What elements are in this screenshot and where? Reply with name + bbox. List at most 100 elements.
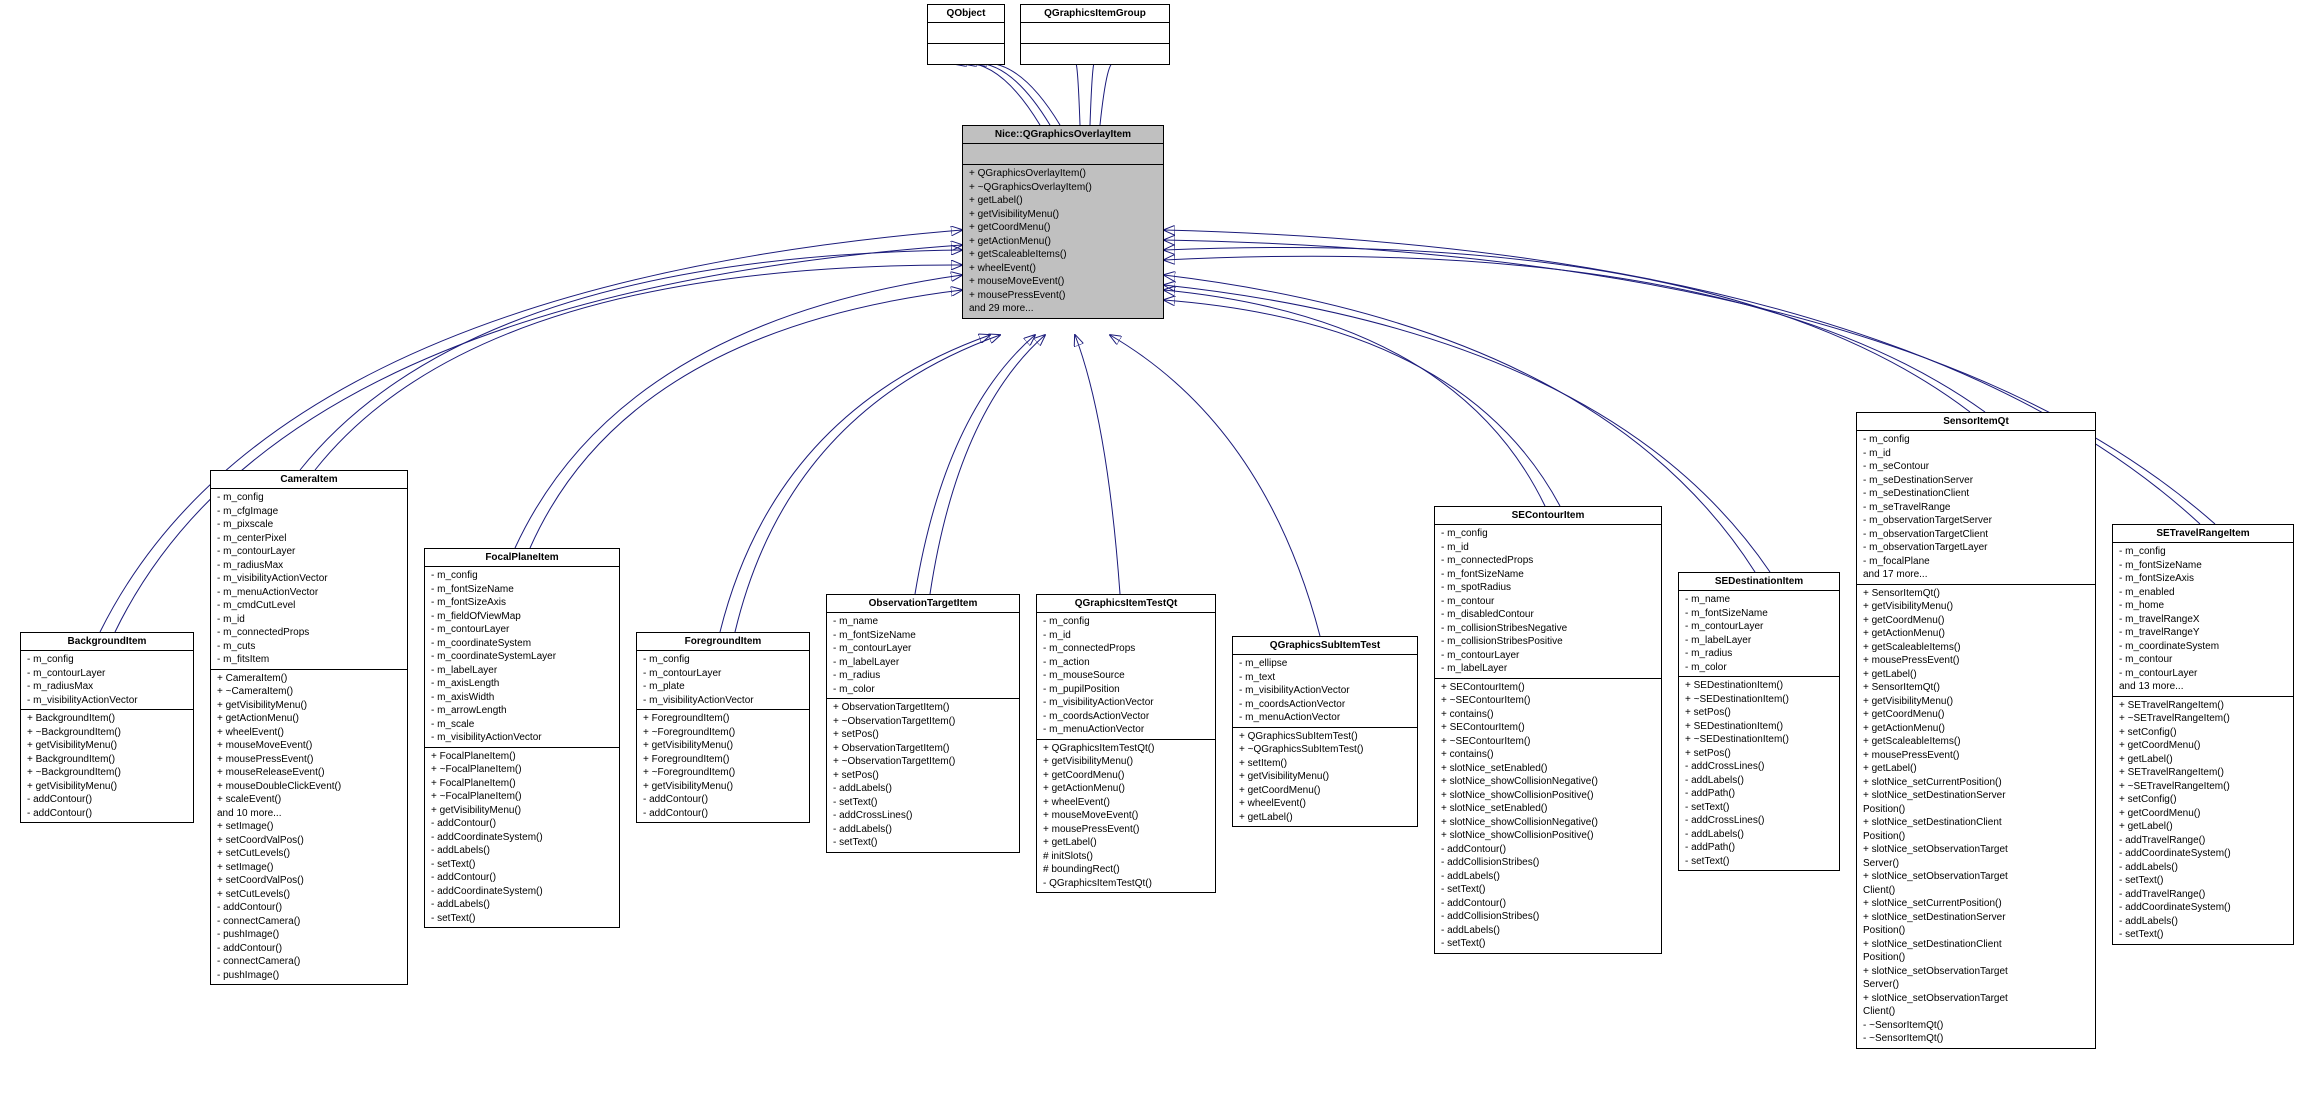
inheritance-edge — [530, 290, 962, 548]
op-line: - setText() — [2119, 874, 2287, 888]
op-line: + ForegroundItem() — [643, 712, 803, 726]
op-line: + mouseDoubleClickEvent() — [217, 780, 401, 794]
op-line: - addLabels() — [1441, 870, 1655, 884]
op-line: - addLabels() — [1685, 828, 1833, 842]
op-line: - setText() — [431, 912, 613, 926]
op-line: + slotNice_setObservationTarget — [1863, 843, 2089, 857]
class-attributes: - m_ellipse- m_text- m_visibilityActionV… — [1233, 655, 1417, 728]
attr-line: - m_cmdCutLevel — [217, 599, 401, 613]
attr-line: - m_coordinateSystem — [431, 637, 613, 651]
op-line: Position() — [1863, 951, 2089, 965]
op-line: - setText() — [833, 796, 1013, 810]
op-line: + wheelEvent() — [1043, 796, 1209, 810]
op-line: - connectCamera() — [217, 915, 401, 929]
class-attributes: - m_config- m_contourLayer- m_plate- m_v… — [637, 651, 809, 710]
attr-line: - m_seContour — [1863, 460, 2089, 474]
op-line: - addTravelRange() — [2119, 834, 2287, 848]
attr-line: - m_spotRadius — [1441, 581, 1655, 595]
class-box-SensorItemQt: SensorItemQt- m_config- m_id- m_seContou… — [1856, 412, 2096, 1049]
op-line: + contains() — [1441, 708, 1655, 722]
op-line: + mousePressEvent() — [1863, 749, 2089, 763]
op-line: + slotNice_setCurrentPosition() — [1863, 776, 2089, 790]
class-attributes: - m_config- m_id- m_connectedProps- m_fo… — [1435, 525, 1661, 679]
attr-line: - m_contourLayer — [2119, 667, 2287, 681]
op-line: # initSlots() — [1043, 850, 1209, 864]
attr-line: - m_travelRangeY — [2119, 626, 2287, 640]
op-line: - addLabels() — [431, 898, 613, 912]
op-line: + SensorItemQt() — [1863, 681, 2089, 695]
op-line: + FocalPlaneItem() — [431, 750, 613, 764]
op-line: Position() — [1863, 803, 2089, 817]
attr-line: - m_labelLayer — [1441, 662, 1655, 676]
attr-line: - m_coordinateSystem — [2119, 640, 2287, 654]
attr-line: - m_collisionStribesNegative — [1441, 622, 1655, 636]
op-line: + slotNice_setObservationTarget — [1863, 992, 2089, 1006]
op-line: + getLabel() — [969, 194, 1157, 208]
inheritance-edge — [1164, 290, 1545, 506]
attr-line: - m_fontSizeName — [833, 629, 1013, 643]
attr-line: - m_visibilityActionVector — [217, 572, 401, 586]
op-line: - addLabels() — [1685, 774, 1833, 788]
op-line: + getCoordMenu() — [969, 221, 1157, 235]
op-line: and 29 more... — [969, 302, 1157, 316]
class-operations: + QGraphicsSubItemTest()+ ~QGraphicsSubI… — [1233, 728, 1417, 827]
op-line: + getActionMenu() — [1043, 782, 1209, 796]
attr-line: - m_pixscale — [217, 518, 401, 532]
op-line: + mousePressEvent() — [1863, 654, 2089, 668]
op-line: + getCoordMenu() — [1239, 784, 1411, 798]
op-line: + ~ForegroundItem() — [643, 766, 803, 780]
op-line: + ~SEContourItem() — [1441, 694, 1655, 708]
op-line: + setPos() — [833, 728, 1013, 742]
op-line: - addLabels() — [833, 782, 1013, 796]
op-line: - addCoordinateSystem() — [2119, 901, 2287, 915]
op-line: Client() — [1863, 884, 2089, 898]
op-line: + mousePressEvent() — [969, 289, 1157, 303]
class-attributes: - m_config- m_fontSizeName- m_fontSizeAx… — [425, 567, 619, 748]
attr-line: - m_config — [217, 491, 401, 505]
op-line: - setText() — [431, 858, 613, 872]
op-line: - setText() — [1441, 937, 1655, 951]
class-operations: + SEDestinationItem()+ ~SEDestinationIte… — [1679, 677, 1839, 870]
op-line: + getVisibilityMenu() — [1863, 600, 2089, 614]
attr-line: - m_arrowLength — [431, 704, 613, 718]
op-line: Server() — [1863, 978, 2089, 992]
op-line: - addContour() — [217, 901, 401, 915]
op-line: + SensorItemQt() — [1863, 587, 2089, 601]
op-line: + getVisibilityMenu() — [643, 739, 803, 753]
attr-line: - m_seDestinationClient — [1863, 487, 2089, 501]
class-attributes: - m_name- m_fontSizeName- m_contourLayer… — [827, 613, 1019, 699]
op-line: + CameraItem() — [217, 672, 401, 686]
op-line: + getActionMenu() — [217, 712, 401, 726]
class-title: ObservationTargetItem — [827, 595, 1019, 613]
op-line: + getLabel() — [2119, 753, 2287, 767]
attr-line: - m_config — [1863, 433, 2089, 447]
attr-line: - m_fieldOfViewMap — [431, 610, 613, 624]
class-title: SEDestinationItem — [1679, 573, 1839, 591]
attr-line: - m_disabledContour — [1441, 608, 1655, 622]
class-box-SETravelRangeItem: SETravelRangeItem- m_config- m_fontSizeN… — [2112, 524, 2294, 945]
attr-line: - m_radiusMax — [27, 680, 187, 694]
attr-line: - m_cuts — [217, 640, 401, 654]
op-line: + getVisibilityMenu() — [27, 780, 187, 794]
attr-line: - m_fontSizeAxis — [2119, 572, 2287, 586]
inheritance-edge — [515, 275, 962, 548]
op-line: - addLabels() — [431, 844, 613, 858]
class-box-ForegroundItem: ForegroundItem- m_config- m_contourLayer… — [636, 632, 810, 823]
class-operations — [928, 44, 1004, 64]
attr-line: - m_visibilityActionVector — [27, 694, 187, 708]
attr-line: - m_fontSizeName — [1441, 568, 1655, 582]
attr-line: and 13 more... — [2119, 680, 2287, 694]
inheritance-edge — [1164, 256, 1985, 412]
op-line: + SEDestinationItem() — [1685, 679, 1833, 693]
attr-line: - m_plate — [643, 680, 803, 694]
op-line: + setImage() — [217, 820, 401, 834]
op-line: + ObservationTargetItem() — [833, 701, 1013, 715]
inheritance-edge — [965, 63, 1050, 125]
class-box-ObservationTargetItem: ObservationTargetItem- m_name- m_fontSiz… — [826, 594, 1020, 853]
inheritance-edge — [1164, 247, 1970, 412]
op-line: + ~QGraphicsSubItemTest() — [1239, 743, 1411, 757]
class-attributes: - m_config- m_fontSizeName- m_fontSizeAx… — [2113, 543, 2293, 697]
class-operations: + ForegroundItem() + ~ForegroundItem() + g… — [637, 710, 809, 822]
op-line: + wheelEvent() — [1239, 797, 1411, 811]
inheritance-edge — [1090, 63, 1095, 125]
